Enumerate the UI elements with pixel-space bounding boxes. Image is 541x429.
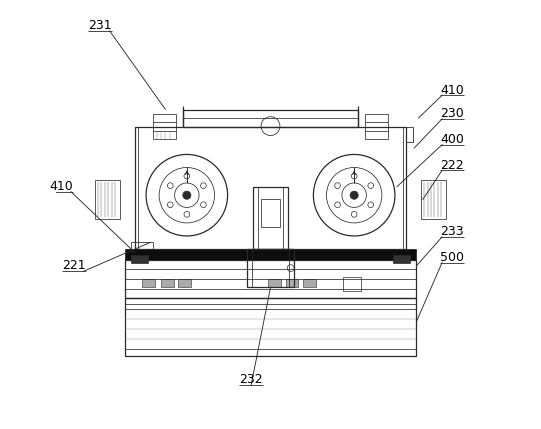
Text: 500: 500 bbox=[440, 251, 464, 264]
Bar bbox=[131, 242, 153, 249]
Bar bbox=[406, 127, 413, 142]
Bar bbox=[153, 114, 176, 139]
Bar bbox=[365, 114, 388, 139]
Bar bbox=[247, 249, 294, 287]
Bar bbox=[253, 187, 288, 249]
Bar bbox=[182, 110, 359, 127]
Bar bbox=[124, 298, 417, 356]
Bar bbox=[344, 277, 361, 291]
Bar bbox=[161, 279, 174, 287]
Bar bbox=[261, 199, 280, 227]
Bar bbox=[393, 255, 410, 263]
Text: 222: 222 bbox=[440, 159, 464, 172]
Bar bbox=[124, 260, 417, 298]
Bar bbox=[142, 279, 155, 287]
Bar bbox=[302, 279, 315, 287]
Bar bbox=[179, 279, 191, 287]
Text: 230: 230 bbox=[440, 107, 464, 120]
Bar bbox=[95, 180, 120, 219]
Text: 400: 400 bbox=[440, 133, 464, 146]
Bar bbox=[421, 180, 446, 219]
Text: 231: 231 bbox=[88, 19, 112, 32]
Text: 410: 410 bbox=[49, 180, 73, 193]
Circle shape bbox=[183, 191, 191, 199]
Bar bbox=[286, 279, 299, 287]
Text: 233: 233 bbox=[440, 225, 464, 238]
Bar bbox=[124, 249, 417, 260]
Text: 232: 232 bbox=[239, 373, 263, 386]
Text: 410: 410 bbox=[440, 84, 464, 97]
Circle shape bbox=[350, 191, 358, 199]
Bar bbox=[268, 279, 281, 287]
Bar bbox=[131, 255, 148, 263]
Text: 221: 221 bbox=[62, 260, 86, 272]
Bar bbox=[135, 127, 406, 249]
